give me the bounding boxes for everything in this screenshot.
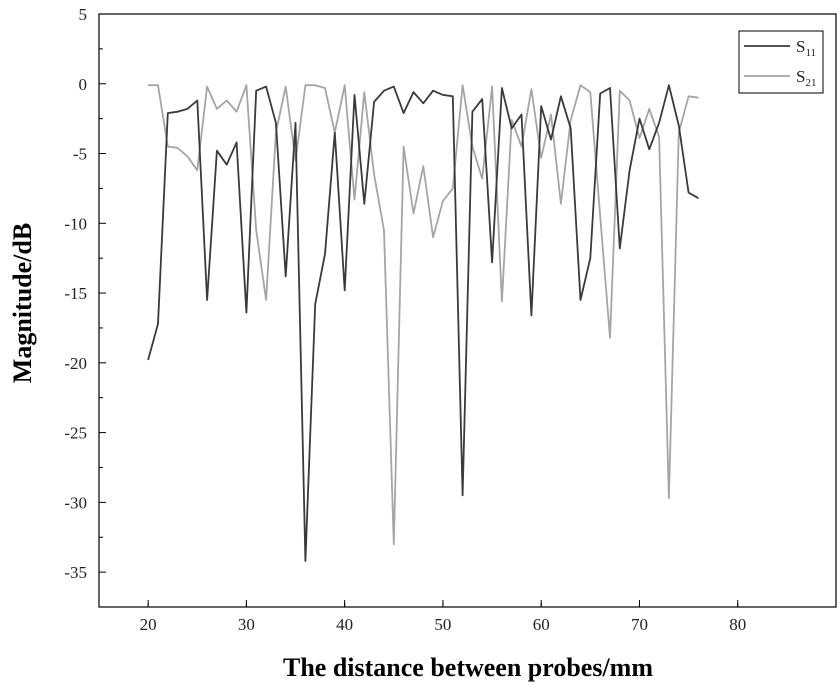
x-tick-label: 50 [434,615,451,634]
y-tick-label: -20 [64,354,87,373]
legend-box [738,30,824,94]
y-tick-label: -30 [64,493,87,512]
plot-frame [98,13,837,608]
x-tick-label: 20 [140,615,157,634]
y-tick-label: -15 [64,284,87,303]
series-line-s21 [148,84,699,546]
x-tick-label: 40 [336,615,353,634]
y-tick-label: -35 [64,563,87,582]
series-layer [147,84,699,562]
x-axis-title: The distance between probes/mm [283,653,653,682]
y-tick-label: 0 [79,75,88,94]
x-tick-label: 30 [238,615,255,634]
plot-border [98,13,837,608]
y-axis-title: Magnitude/dB [8,223,37,383]
axis-ticks [99,13,739,607]
x-tick-label: 70 [631,615,648,634]
legend-label-s21: S21 [796,67,816,89]
x-tick-label: 60 [533,615,550,634]
y-tick-label: -10 [64,214,87,233]
y-tick-label: -25 [64,424,87,443]
series-line-s11 [147,84,699,562]
y-tick-label: -5 [73,145,87,164]
y-tick-label: 5 [79,5,88,24]
legend-label-s11: S11 [796,37,816,59]
x-tick-label: 80 [729,615,746,634]
